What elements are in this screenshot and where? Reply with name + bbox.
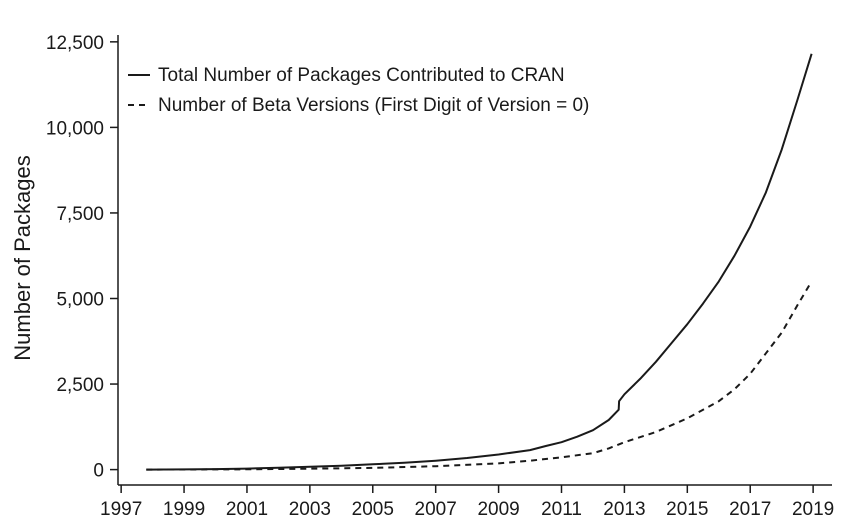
x-tick-label: 2015: [666, 499, 708, 520]
x-tick-label: 2003: [289, 499, 331, 520]
y-tick-label: 2,500: [56, 375, 104, 396]
y-axis-title: Number of Packages: [10, 155, 35, 360]
x-tick-label: 1999: [163, 499, 205, 520]
x-tick-label: 2001: [226, 499, 268, 520]
x-ticks: 1997 1999 2001 2003 2005 2007 2009 2011 2013 2015…: [100, 485, 834, 520]
y-tick-label: 0: [93, 461, 104, 482]
x-tick-label: 2005: [352, 499, 394, 520]
y-axis-title-group: Number of Packages: [10, 155, 35, 360]
series-line-total: [146, 53, 813, 471]
y-tick-label: 7,500: [56, 204, 104, 225]
x-tick-label: 2007: [415, 499, 457, 520]
x-tick-label: 2013: [603, 499, 645, 520]
y-ticks: 0 2,500 5,000 7,500 10,000 12,500: [46, 33, 118, 482]
legend-label-total: Total Number of Packages Contributed to …: [158, 65, 565, 86]
x-tick-label: 2011: [541, 499, 582, 520]
x-tick-label: 2009: [477, 499, 519, 520]
legend: Total Number of Packages Contributed to …: [128, 65, 589, 116]
y-tick-label: 5,000: [56, 289, 104, 310]
y-tick-label: 10,000: [46, 118, 104, 139]
x-tick-label: 2017: [729, 499, 771, 520]
x-tick-label: 2019: [792, 499, 834, 520]
legend-label-beta: Number of Beta Versions (First Digit of …: [158, 95, 589, 116]
series-layer: [146, 53, 813, 471]
y-tick-label: 12,500: [46, 33, 104, 54]
series-line-beta: [146, 280, 813, 471]
x-tick-label: 1997: [100, 499, 142, 520]
